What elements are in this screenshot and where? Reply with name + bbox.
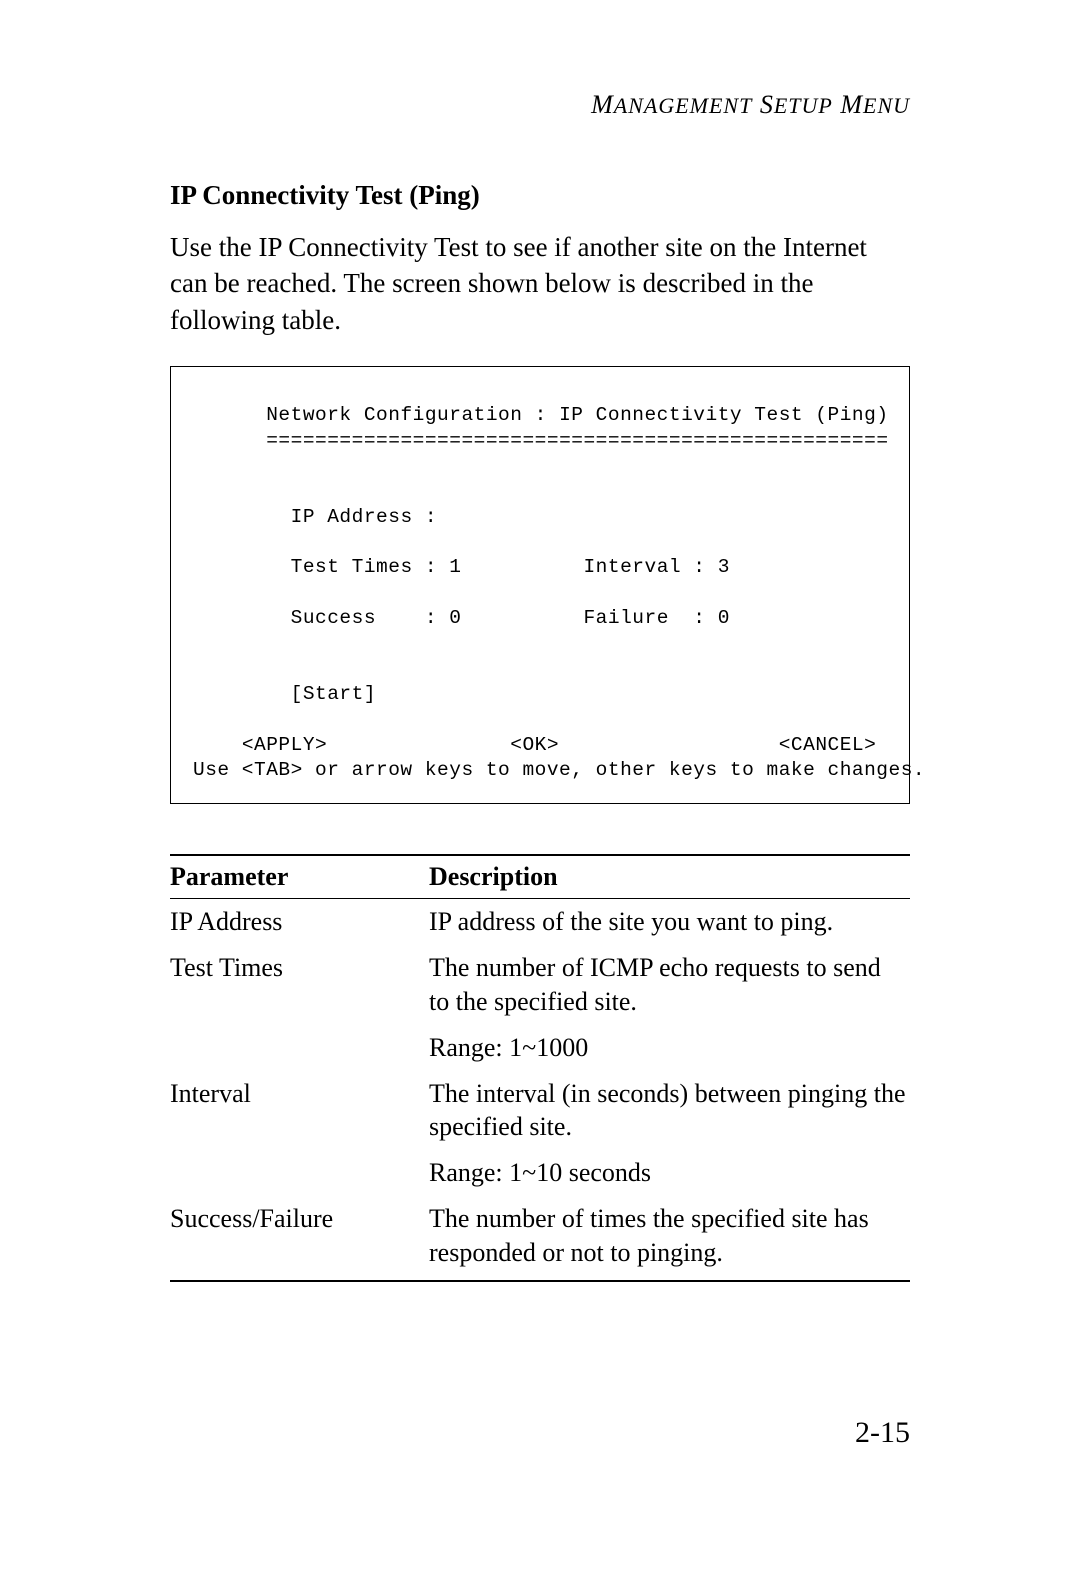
param-desc: The interval (in seconds) between pingin… [429,1071,910,1196]
col-header-description: Description [429,855,910,899]
start-button[interactable]: [Start] [193,683,376,705]
section-heading: IP Connectivity Test (Ping) [170,180,910,211]
col-header-parameter: Parameter [170,855,429,899]
cancel-button[interactable]: <CANCEL> [779,734,877,756]
success-field: Success : 0 [193,607,461,629]
apply-button[interactable]: <APPLY> [193,734,327,756]
running-header: MANAGEMENT SETUP MENU [0,90,1080,120]
terminal-hint: Use <TAB> or arrow keys to move, other k… [193,759,925,781]
terminal-title: Network Configuration : IP Connectivity … [193,404,889,426]
param-desc: The number of times the specified site h… [429,1196,910,1281]
content-area: IP Connectivity Test (Ping) Use the IP C… [0,120,1080,1282]
table-row: Interval The interval (in seconds) betwe… [170,1071,910,1196]
param-name: Success/Failure [170,1196,429,1281]
table-row: Success/Failure The number of times the … [170,1196,910,1281]
failure-field: Failure : 0 [583,607,729,629]
param-range: Range: 1~10 seconds [429,1156,906,1190]
interval-field: Interval : 3 [583,556,729,578]
header-title-text: MANAGEMENT SETUP MENU [591,90,910,119]
intro-paragraph: Use the IP Connectivity Test to see if a… [170,229,910,338]
terminal-divider: ========================================… [193,430,889,452]
param-desc: The number of ICMP echo requests to send… [429,945,910,1070]
table-row: Test Times The number of ICMP echo reque… [170,945,910,1070]
param-name: Interval [170,1071,429,1196]
ok-button[interactable]: <OK> [510,734,559,756]
page-container: MANAGEMENT SETUP MENU IP Connectivity Te… [0,0,1080,1570]
test-times-field: Test Times : 1 [193,556,461,578]
param-name: IP Address [170,899,429,945]
table-header-row: Parameter Description [170,855,910,899]
page-number: 2-15 [855,1416,910,1450]
terminal-screenshot: Network Configuration : IP Connectivity … [170,366,910,804]
parameter-table: Parameter Description IP Address IP addr… [170,854,910,1281]
param-desc: IP address of the site you want to ping. [429,899,910,945]
table-row: IP Address IP address of the site you wa… [170,899,910,945]
ip-address-field: IP Address : [193,506,437,528]
param-name: Test Times [170,945,429,1070]
param-range: Range: 1~1000 [429,1031,906,1065]
